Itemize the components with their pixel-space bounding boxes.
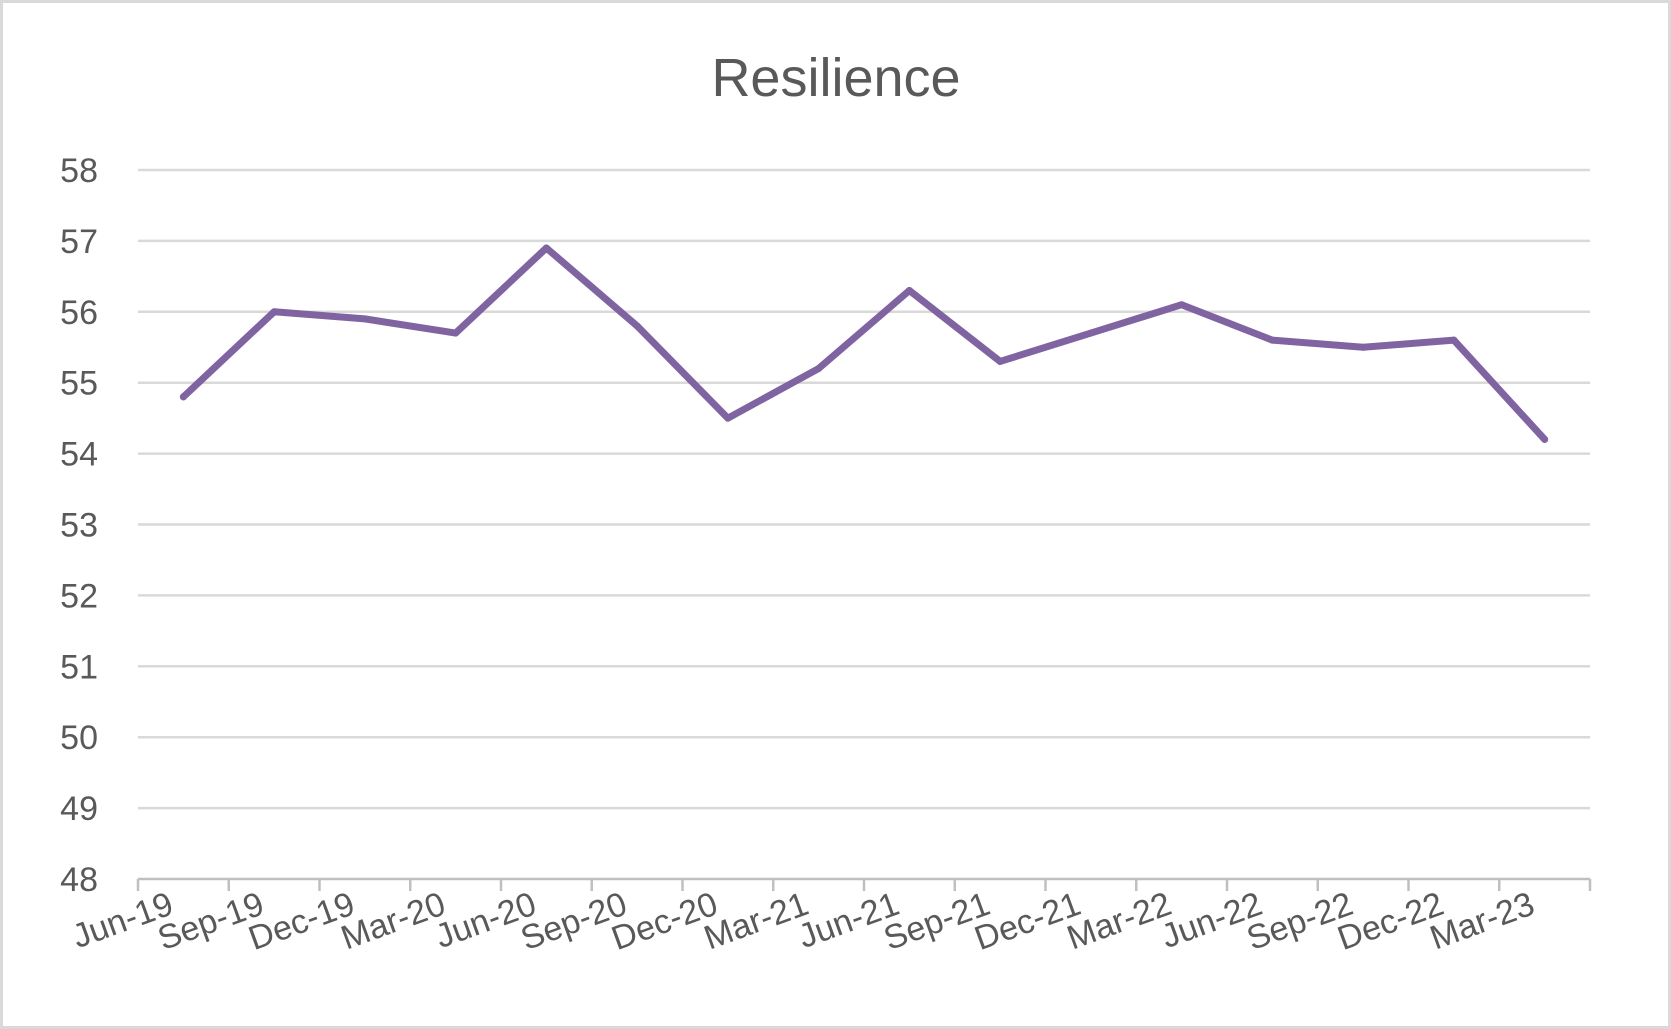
y-tick-label: 51 [60,648,98,686]
data-point [1541,435,1549,443]
y-tick-label: 53 [60,507,98,545]
y-tick-label: 49 [60,790,98,828]
y-tick-label: 58 [60,152,98,190]
data-point [1359,343,1367,351]
data-point [633,322,641,330]
data-point [1268,336,1276,344]
data-point [270,308,278,316]
x-tick-label: Mar-23 [1425,885,1539,958]
data-point [542,244,550,252]
y-tick-label: 52 [60,577,98,615]
chart-title: Resilience [711,48,960,108]
data-point [905,287,913,295]
y-tick-label: 54 [60,436,98,474]
x-axis: Jun-19Sep-19Dec-19Mar-20Jun-20Sep-20Dec-… [67,877,1592,958]
series-line [179,244,1549,443]
data-point [996,357,1004,365]
gridlines [138,168,1590,810]
y-tick-label: 48 [60,861,98,899]
data-point [179,393,187,401]
series-layer [179,244,1549,443]
data-point [1450,336,1458,344]
data-point [452,329,460,337]
data-point [815,365,823,373]
data-point [724,414,732,422]
y-tick-label: 56 [60,294,98,332]
y-axis: 48 49 50 51 52 53 54 55 56 57 58 [60,152,98,899]
data-point [361,315,369,323]
data-point [1178,301,1186,309]
data-point [1087,329,1095,337]
y-tick-label: 57 [60,223,98,261]
y-tick-label: 50 [60,719,98,757]
y-tick-label: 55 [60,365,98,403]
